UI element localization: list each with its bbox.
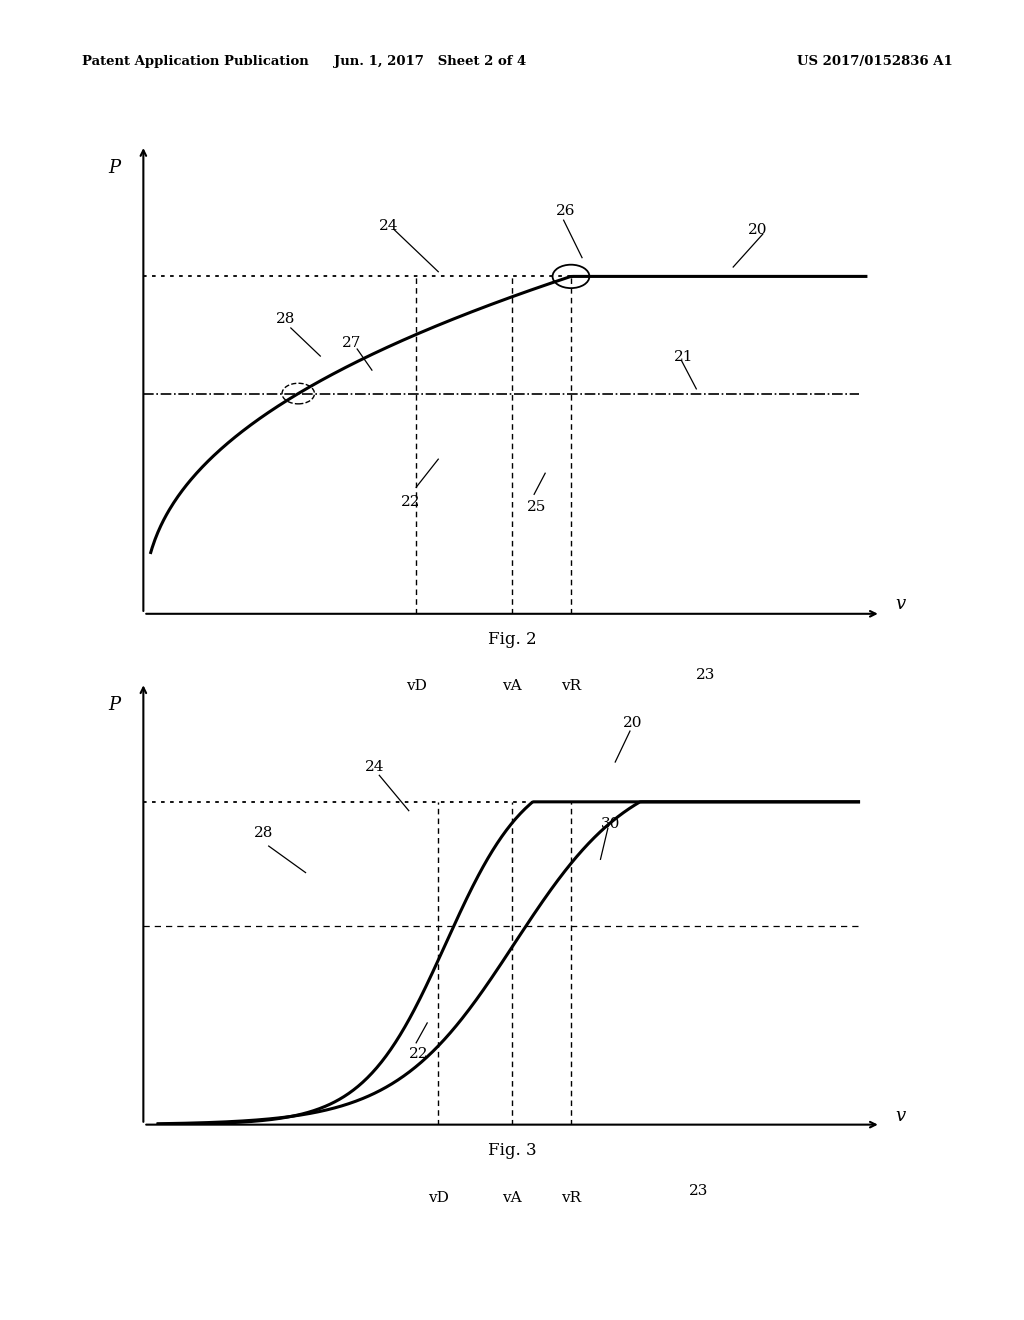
Text: vR: vR bbox=[561, 1191, 581, 1205]
Text: P: P bbox=[108, 696, 120, 714]
Text: Patent Application Publication: Patent Application Publication bbox=[82, 55, 308, 69]
Text: 20: 20 bbox=[623, 715, 642, 730]
Text: 27: 27 bbox=[342, 335, 361, 350]
Text: vR: vR bbox=[561, 680, 581, 693]
Text: 22: 22 bbox=[401, 495, 421, 510]
Text: 23: 23 bbox=[696, 668, 716, 682]
Text: 24: 24 bbox=[379, 219, 398, 232]
Text: v: v bbox=[895, 1106, 905, 1125]
Text: 28: 28 bbox=[276, 313, 296, 326]
Text: 26: 26 bbox=[556, 205, 575, 219]
Text: 28: 28 bbox=[254, 826, 273, 841]
Text: Jun. 1, 2017   Sheet 2 of 4: Jun. 1, 2017 Sheet 2 of 4 bbox=[334, 55, 526, 69]
Text: vD: vD bbox=[428, 1191, 449, 1205]
Text: 20: 20 bbox=[748, 223, 767, 238]
Text: vA: vA bbox=[502, 680, 522, 693]
Text: 22: 22 bbox=[409, 1047, 428, 1061]
Text: P: P bbox=[108, 160, 120, 177]
Text: 21: 21 bbox=[674, 350, 693, 364]
Text: 25: 25 bbox=[526, 500, 546, 513]
Text: vD: vD bbox=[406, 680, 427, 693]
Text: US 2017/0152836 A1: US 2017/0152836 A1 bbox=[797, 55, 952, 69]
Text: 24: 24 bbox=[365, 760, 384, 774]
Text: Fig. 3: Fig. 3 bbox=[487, 1142, 537, 1159]
Text: Fig. 2: Fig. 2 bbox=[487, 631, 537, 648]
Text: vA: vA bbox=[502, 1191, 522, 1205]
Text: v: v bbox=[895, 595, 905, 614]
Text: 30: 30 bbox=[600, 817, 620, 832]
Text: 23: 23 bbox=[689, 1184, 709, 1199]
